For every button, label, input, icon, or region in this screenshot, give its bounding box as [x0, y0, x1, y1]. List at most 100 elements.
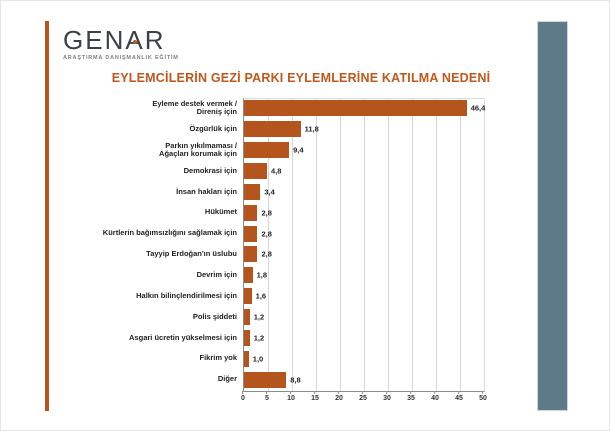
chart-row: Polis şiddeti 1,2 — [65, 307, 510, 328]
category-label: Parkın yıkılmaması / Ağaçları korumak iç… — [159, 140, 237, 159]
gridline — [412, 99, 413, 391]
logo-tagline: ARAŞTIRMA DANIŞMANLIK EĞİTİM — [63, 55, 179, 61]
category-label: Tayyip Erdoğan'ın üslubu — [146, 249, 237, 259]
bar-track: 2,8 — [243, 246, 503, 263]
value-label: 2,8 — [261, 249, 272, 259]
bar — [244, 142, 290, 159]
category-label: Halkın bilinçlendirilmesi için — [136, 290, 237, 300]
chart-row: Kürtlerin bağımsızlığını sağlamak için 2,… — [65, 223, 510, 244]
bar-track: 1,2 — [243, 329, 503, 346]
category-label: Polis şiddeti — [192, 311, 237, 321]
chart-row: Tayyip Erdoğan'ın üslubu 2,8 — [65, 244, 510, 265]
chart-title: EYLEMCİLERİN GEZİ PARKI EYLEMLERİNE KATI… — [111, 71, 491, 85]
value-label: 1,0 — [252, 354, 264, 364]
bar — [244, 246, 258, 263]
x-tick: 50 — [479, 391, 487, 402]
value-label: 1,8 — [256, 270, 268, 280]
bar — [244, 309, 250, 326]
chart-row: Hükümet 2,8 — [65, 202, 510, 223]
chart-row: Parkın yıkılmaması / Ağaçları korumak iç… — [65, 140, 510, 161]
chart-row: Eyleme destek vermek / Direniş için 46,4 — [65, 98, 510, 119]
x-tick: 15 — [311, 391, 319, 402]
value-label: 1,2 — [253, 333, 265, 343]
bar — [244, 121, 301, 138]
bar — [244, 183, 261, 200]
chart-row: Diğer 8,8 — [65, 369, 510, 390]
bar-track: 3,4 — [243, 183, 503, 200]
bar-track: 9,4 — [243, 142, 503, 159]
value-label: 2,8 — [261, 208, 272, 218]
bar-track: 1,6 — [243, 288, 503, 305]
gridline — [388, 99, 389, 391]
category-label: İnsan hakları için — [176, 186, 237, 196]
bar — [244, 288, 252, 305]
bar — [244, 371, 287, 388]
bar-track: 2,8 — [243, 225, 503, 242]
gridline — [364, 99, 365, 391]
category-label: Devrim için — [196, 269, 237, 279]
x-tick: 20 — [335, 391, 343, 402]
x-tick: 40 — [431, 391, 439, 402]
bar-track: 8,8 — [243, 371, 503, 388]
genar-logo: GENAR ARAŞTIRMA DANIŞMANLIK EĞİTİM — [63, 27, 179, 61]
bar — [244, 350, 249, 367]
logo-accent-dot-icon — [133, 40, 138, 45]
x-tick: 30 — [383, 391, 391, 402]
bar — [244, 225, 258, 242]
chart-row: Demokrasi için 4,8 — [65, 161, 510, 182]
chart-row: Fikrim yok 1,0 — [65, 348, 510, 369]
category-label: Asgari ücretin yükselmesi için — [129, 332, 237, 342]
bar — [244, 100, 467, 117]
bar-track: 11,8 — [243, 121, 503, 138]
category-label: Eyleme destek vermek / Direniş için — [152, 98, 237, 117]
bar-track: 4,8 — [243, 163, 503, 179]
bar — [244, 204, 258, 221]
bar-track: 1,2 — [243, 309, 503, 326]
value-label: 1,2 — [253, 312, 265, 322]
bar-track: 1,0 — [243, 350, 503, 367]
chart-row: Halkın bilinçlendirilmesi için 1,6 — [65, 286, 510, 307]
gridline — [316, 99, 317, 391]
category-label: Kürtlerin bağımsızlığını sağlamak için — [102, 228, 237, 238]
category-label: Özgürlük için — [189, 123, 237, 133]
bar — [244, 329, 250, 346]
bar-chart: Eyleme destek vermek / Direniş için 46,4 Ö… — [65, 98, 510, 408]
bar-track: 1,8 — [243, 267, 503, 284]
gridline — [340, 99, 341, 391]
logo-wordmark: GENAR — [63, 25, 166, 55]
value-label: 3,4 — [264, 187, 275, 197]
plot-area — [243, 98, 485, 392]
chart-row: Asgari ücretin yükselmesi için 1,2 — [65, 327, 510, 348]
x-tick: 25 — [359, 391, 367, 402]
bar-track: 2,8 — [243, 204, 503, 221]
left-accent-stripe — [45, 21, 49, 411]
x-tick: 5 — [265, 391, 269, 402]
x-tick: 45 — [455, 391, 463, 402]
chart-rows: Eyleme destek vermek / Direniş için 46,4 Ö… — [65, 98, 510, 390]
chart-row: Özgürlük için 11,8 — [65, 119, 510, 140]
value-label: 11,8 — [304, 124, 319, 134]
value-label: 8,8 — [290, 375, 301, 385]
gridline — [436, 99, 437, 391]
gridline — [292, 99, 293, 391]
value-label: 1,6 — [255, 291, 267, 301]
gridline — [460, 99, 461, 391]
right-accent-panel — [537, 21, 568, 411]
chart-row: Devrim için 1,8 — [65, 265, 510, 286]
value-label: 9,4 — [293, 145, 304, 155]
x-axis: 0 5 10 15 20 25 30 35 40 45 50 — [241, 391, 487, 405]
bar-track: 46,4 — [243, 100, 503, 117]
x-tick: 0 — [241, 391, 245, 402]
category-label: Fikrim yok — [199, 353, 237, 363]
category-label: Hükümet — [204, 207, 237, 217]
gridline — [268, 99, 269, 391]
value-label: 46,4 — [470, 103, 486, 113]
x-tick: 10 — [287, 391, 295, 402]
chart-row: İnsan hakları için 3,4 — [65, 181, 510, 202]
category-label: Demokrasi için — [183, 165, 237, 175]
value-label: 4,8 — [271, 166, 282, 176]
bar — [244, 163, 268, 179]
x-tick: 35 — [407, 391, 415, 402]
category-label: Diğer — [217, 374, 237, 384]
